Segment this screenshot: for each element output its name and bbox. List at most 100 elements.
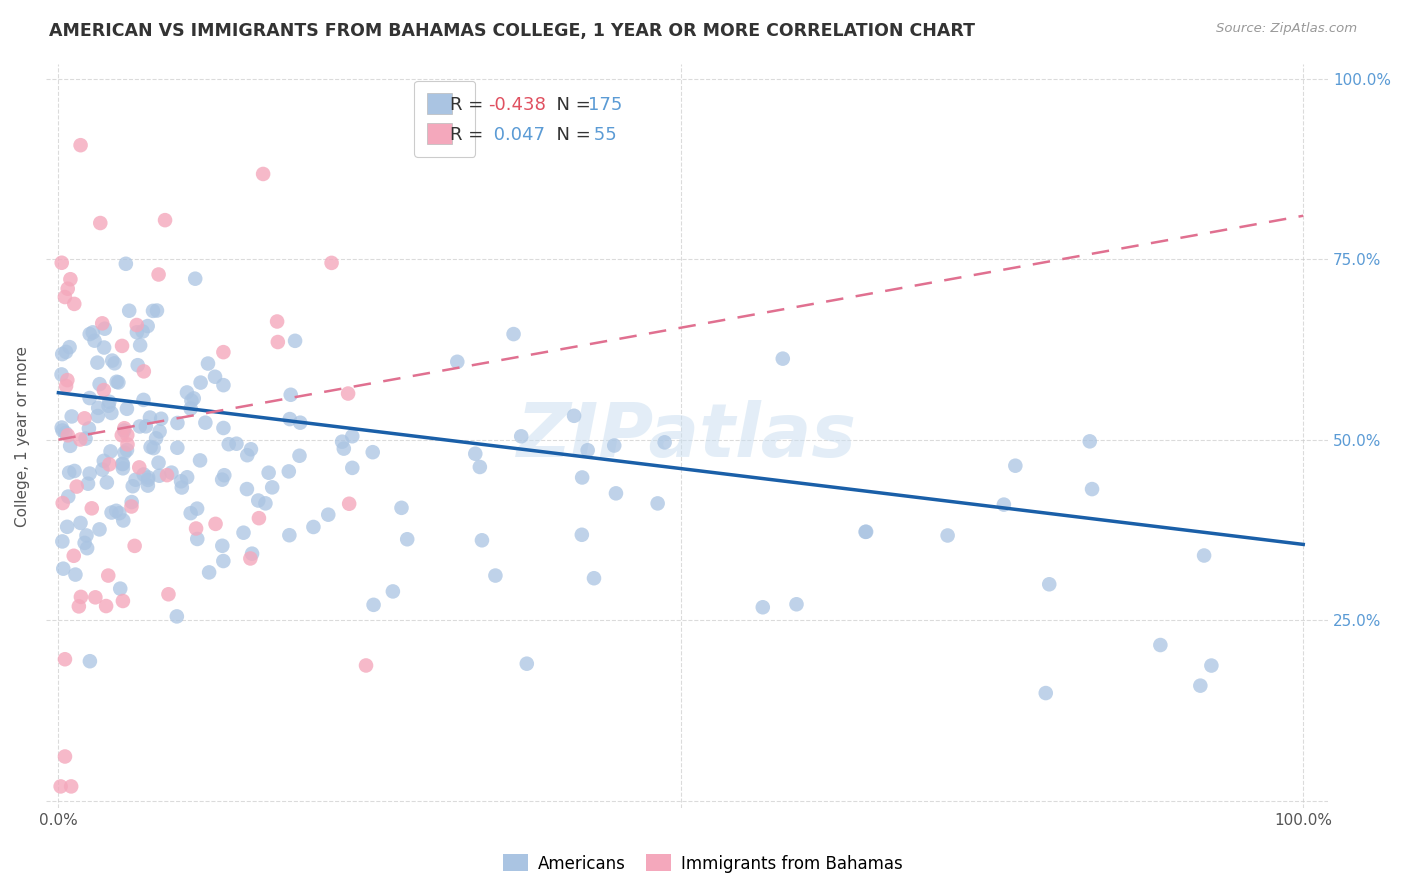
Point	[93, 321, 115, 335]
Point	[605, 486, 627, 500]
Point	[110, 582, 132, 596]
Point	[1035, 686, 1057, 700]
Point	[153, 213, 176, 227]
Point	[111, 339, 134, 353]
Point	[132, 364, 155, 378]
Point	[516, 657, 538, 671]
Point	[1201, 658, 1223, 673]
Point	[180, 401, 202, 416]
Point	[136, 319, 159, 334]
Point	[342, 429, 364, 443]
Point	[58, 340, 80, 354]
Point	[118, 303, 141, 318]
Point	[257, 466, 280, 480]
Point	[112, 421, 135, 435]
Point	[59, 439, 82, 453]
Point	[55, 425, 77, 440]
Text: 55: 55	[588, 126, 617, 144]
Point	[121, 479, 143, 493]
Point	[93, 454, 115, 468]
Point	[63, 297, 86, 311]
Point	[647, 496, 669, 510]
Point	[254, 496, 277, 510]
Point	[111, 457, 134, 471]
Point	[94, 599, 117, 613]
Point	[142, 441, 165, 455]
Point	[1078, 434, 1101, 449]
Point	[73, 536, 96, 550]
Point	[58, 490, 80, 504]
Point	[252, 167, 274, 181]
Point	[786, 597, 808, 611]
Point	[211, 473, 233, 487]
Point	[79, 467, 101, 481]
Point	[60, 780, 83, 794]
Point	[100, 406, 122, 420]
Point	[582, 571, 605, 585]
Point	[145, 431, 167, 445]
Point	[63, 464, 86, 478]
Point	[77, 421, 100, 435]
Point	[267, 334, 290, 349]
Point	[204, 516, 226, 531]
Point	[190, 376, 212, 390]
Point	[76, 541, 98, 556]
Point	[79, 327, 101, 342]
Point	[280, 388, 302, 402]
Point	[471, 533, 494, 548]
Text: ZIPatlas: ZIPatlas	[517, 400, 858, 473]
Point	[111, 428, 134, 442]
Point	[89, 216, 111, 230]
Point	[93, 383, 115, 397]
Point	[73, 411, 96, 425]
Point	[1149, 638, 1171, 652]
Point	[772, 351, 794, 366]
Point	[89, 522, 111, 536]
Point	[51, 534, 73, 549]
Point	[55, 379, 77, 393]
Point	[51, 368, 73, 382]
Point	[576, 443, 599, 458]
Point	[184, 271, 207, 285]
Point	[993, 498, 1015, 512]
Point	[1192, 549, 1215, 563]
Point	[236, 448, 259, 462]
Point	[49, 780, 72, 794]
Point	[62, 549, 84, 563]
Point	[166, 441, 188, 455]
Point	[333, 442, 356, 456]
Point	[96, 475, 118, 490]
Point	[114, 445, 136, 459]
Point	[91, 462, 114, 476]
Point	[571, 528, 593, 542]
Point	[87, 409, 110, 423]
Point	[391, 500, 413, 515]
Point	[107, 376, 129, 390]
Point	[204, 369, 226, 384]
Point	[290, 416, 312, 430]
Point	[288, 449, 311, 463]
Point	[69, 433, 91, 447]
Point	[381, 584, 404, 599]
Point	[166, 416, 188, 430]
Point	[180, 393, 202, 408]
Point	[247, 511, 270, 525]
Point	[77, 476, 100, 491]
Point	[284, 334, 307, 348]
Point	[100, 506, 122, 520]
Point	[936, 528, 959, 542]
Point	[121, 495, 143, 509]
Point	[266, 314, 288, 328]
Point	[302, 520, 325, 534]
Point	[342, 461, 364, 475]
Point	[80, 501, 103, 516]
Point	[316, 508, 339, 522]
Point	[239, 442, 262, 457]
Point	[321, 256, 343, 270]
Point	[131, 325, 153, 339]
Point	[170, 481, 193, 495]
Point	[603, 438, 626, 452]
Point	[83, 334, 105, 348]
Point	[156, 468, 179, 483]
Point	[53, 749, 76, 764]
